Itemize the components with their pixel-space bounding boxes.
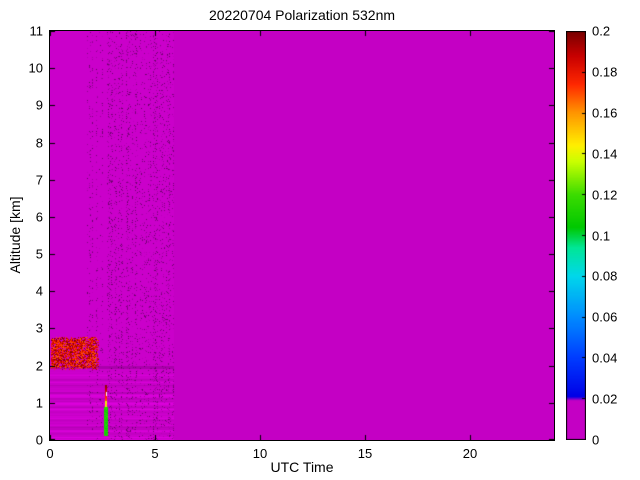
y-tick-label: 9 [35, 97, 43, 113]
colorbar-tick-label: 0.12 [592, 187, 618, 203]
colorbar-tick-label: 0.06 [592, 309, 618, 325]
x-axis-label: UTC Time [270, 459, 334, 475]
y-tick-label: 1 [35, 395, 43, 411]
y-tick-label: 8 [35, 135, 43, 151]
colorbar-tick-label: 0.08 [592, 268, 618, 284]
y-tick-label: 5 [35, 246, 43, 262]
colorbar-tick-label: 0.02 [592, 391, 618, 407]
y-tick-label: 4 [35, 283, 43, 299]
x-tick-label: 5 [151, 446, 159, 461]
colorbar-tick-label: 0 [592, 432, 600, 448]
colorbar-canvas [566, 31, 586, 440]
colorbar-tick-label: 0.1 [592, 228, 611, 243]
heatmap-canvas [50, 31, 554, 440]
x-tick-label: 10 [252, 446, 268, 461]
y-tick-label: 10 [28, 60, 43, 76]
colorbar-tick-label: 0.2 [592, 23, 611, 39]
colorbar-tick-label: 0.18 [592, 64, 618, 80]
colorbar-tick-label: 0.04 [592, 350, 618, 366]
y-tick-label: 6 [35, 209, 43, 225]
y-tick-label: 2 [35, 358, 43, 374]
x-tick-label: 0 [46, 446, 54, 461]
y-tick-label: 3 [35, 320, 43, 336]
y-axis-label: Altitude [km] [7, 196, 23, 274]
chart-title: 20220704 Polarization 532nm [208, 7, 396, 23]
y-tick-label: 0 [35, 432, 43, 448]
y-tick-label: 11 [29, 23, 44, 39]
x-tick-label: 20 [462, 446, 478, 461]
x-tick-label: 15 [357, 446, 373, 461]
colorbar-tick-label: 0.14 [592, 146, 618, 162]
colorbar-tick-label: 0.16 [592, 105, 618, 121]
y-tick-label: 7 [35, 172, 43, 188]
